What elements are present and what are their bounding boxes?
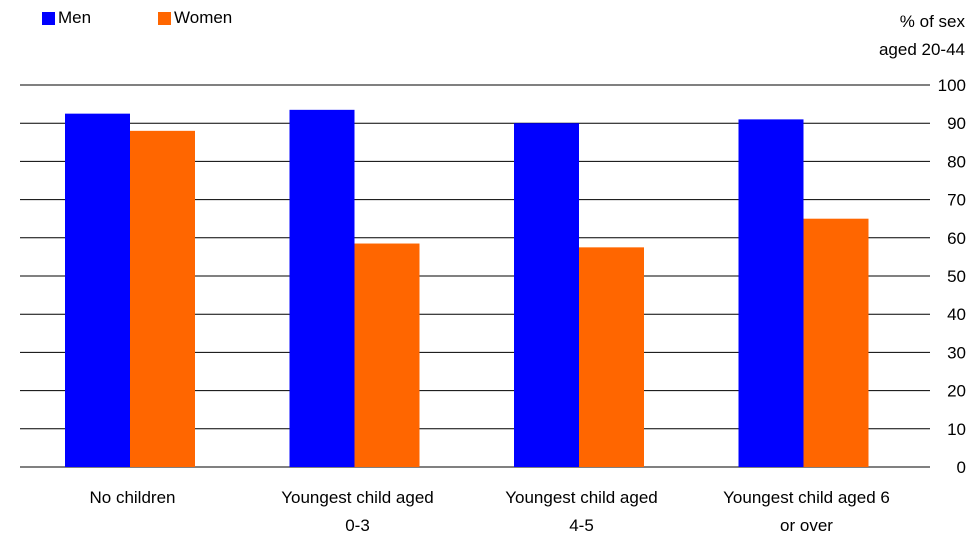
y-tick-label: 90 [947, 114, 966, 133]
bar-women-2 [579, 247, 644, 467]
legend-label-women: Women [174, 8, 233, 27]
y-tick-label: 50 [947, 267, 966, 286]
category-label-line1: Youngest child aged [281, 488, 434, 507]
category-label-line1: Youngest child aged [505, 488, 658, 507]
bar-women-1 [354, 243, 420, 467]
legend-item-women: Women [158, 8, 274, 28]
y-axis-label-line2: aged 20-44 [878, 40, 965, 59]
category-label-line1: No children [89, 488, 176, 507]
category-label-4-5: Youngest child aged 4-5 [469, 484, 694, 540]
bar-women-0 [130, 130, 195, 467]
bar-men-2 [514, 123, 579, 467]
bar-men-0 [65, 113, 130, 468]
category-label-line2: 4-5 [569, 516, 594, 535]
legend-item-men: Men [42, 8, 158, 28]
category-label-0-3: Youngest child aged 0-3 [245, 484, 470, 540]
legend-swatch-men [42, 11, 55, 25]
category-label-line2: or over [780, 516, 833, 535]
y-tick-label: 30 [947, 343, 966, 362]
category-label-6-or-over: Youngest child aged 6 or over [694, 484, 919, 540]
y-tick-label: 80 [947, 152, 966, 171]
category-label-line2: 0-3 [345, 516, 370, 535]
y-axis-label-line1: % of sex [899, 12, 965, 31]
y-tick-label: 40 [947, 305, 966, 324]
legend: Men Women [42, 8, 274, 28]
legend-swatch-women [158, 11, 171, 25]
bar-women-3 [803, 218, 869, 467]
y-tick-label: 70 [947, 191, 966, 210]
y-tick-label: 10 [947, 420, 966, 439]
y-tick-label: 0 [957, 458, 966, 477]
bar-men-3 [738, 119, 804, 467]
y-axis-label: % of sex aged 20-44 [879, 8, 965, 64]
legend-label-men: Men [58, 8, 92, 27]
bar-men-1 [289, 109, 355, 467]
y-tick-label: 100 [938, 76, 966, 95]
y-tick-label: 20 [947, 382, 966, 401]
category-label-line1: Youngest child aged 6 [723, 488, 890, 507]
category-label-no-children: No children [20, 484, 245, 512]
y-tick-label: 60 [947, 229, 966, 248]
